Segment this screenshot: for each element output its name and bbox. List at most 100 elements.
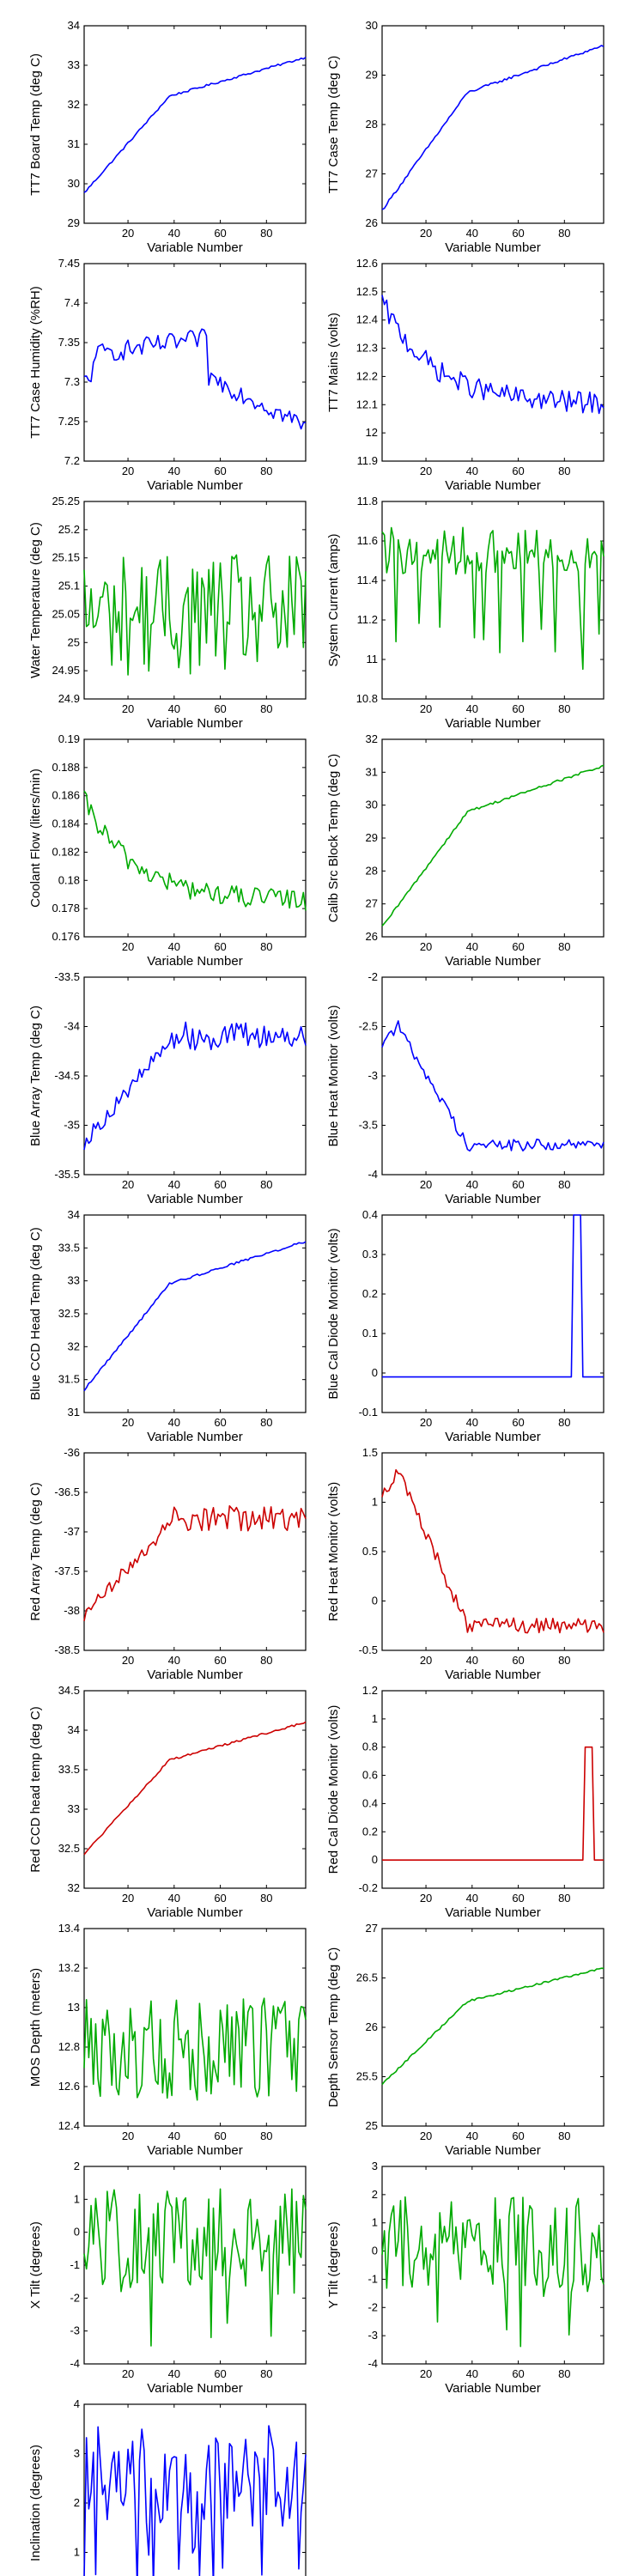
y-tick-label: 29 [366,831,378,844]
y-tick-label: 31.5 [58,1373,80,1386]
y-tick-label: 0 [74,2226,80,2239]
x-tick-label: 80 [260,1654,272,1667]
x-tick-label: 40 [168,940,180,953]
y-tick-label: 1 [372,2216,378,2229]
series-line [83,554,307,676]
y-tick-label: 1.5 [362,1446,378,1459]
chart-12: -0.1 0 0.1 0.2 0.3 0.4 20 40 60 80 Variable Number… [326,1208,605,1444]
y-tick-label: 0.3 [362,1248,378,1261]
y-tick-label: 24.9 [58,692,80,705]
x-tick-label: 20 [122,702,134,715]
y-axis-label: Red Cal Diode Monitor (volts) [326,1705,341,1874]
x-tick-label: 20 [122,2367,134,2380]
y-tick-label: 7.2 [64,454,80,467]
y-tick-label: 7.45 [58,257,80,270]
plot-frame [381,738,605,938]
series-line [381,764,605,927]
y-axis-label: Inclination (degrees) [28,2445,43,2561]
y-tick-label: 1.2 [362,1684,378,1697]
x-tick-label: 60 [512,940,524,953]
y-tick-label: 32 [68,1340,80,1352]
y-axis-label: Water Temperature (deg C) [28,522,43,678]
chart-15: 32 32.5 33 33.5 34 34.5 20 40 60 80 Variable Numbe… [28,1684,307,1920]
series-line [381,1020,605,1152]
x-tick-label: 40 [168,1892,180,1905]
chart-7: 0.176 0.178 0.18 0.182 0.184 0.186 0.188 0.19 20… [28,732,307,969]
plot-frame [83,1214,307,1413]
x-tick-label: 80 [558,2129,570,2142]
y-tick-label: 32.5 [58,1307,80,1320]
chart-10: -4 -3.5 -3 -2.5 -2 20 40 60 80 Variable Number Blu… [326,970,605,1206]
y-tick-label: 31 [366,765,378,778]
y-axis-label: TT7 Case Temp (deg C) [326,56,341,194]
x-axis-label: Variable Number [445,2381,540,2396]
series-line [381,45,605,210]
y-tick-label: -38.5 [54,1643,80,1656]
y-tick-label: 31 [68,1406,80,1419]
x-tick-label: 40 [466,940,478,953]
x-axis-label: Variable Number [147,1668,242,1682]
y-tick-label: 11.6 [357,534,378,547]
x-axis-label: Variable Number [445,1668,540,1682]
y-tick-label: 0.2 [362,1825,378,1838]
x-tick-label: 20 [122,227,134,240]
x-tick-label: 80 [558,227,570,240]
x-tick-label: 40 [168,1654,180,1667]
y-tick-label: 0.182 [52,845,80,858]
y-tick-label: 33 [68,1802,80,1815]
y-tick-label: -4 [70,2357,80,2370]
chart-9: -35.5 -35 -34.5 -34 -33.5 20 40 60 80 Variable Nu… [28,970,307,1206]
series-line [83,1241,307,1392]
x-tick-label: 80 [260,227,272,240]
plot-frame [83,976,307,1176]
y-tick-label: 0 [372,1595,378,1607]
y-tick-label: 25 [366,2119,378,2132]
x-tick-label: 60 [214,702,226,715]
x-tick-label: 80 [558,1654,570,1667]
y-tick-label: 0.2 [362,1287,378,1300]
chart-16: -0.2 0 0.2 0.4 0.6 0.8 1 1.2 20 40 60 80 Variable Nu… [326,1684,605,1920]
y-tick-label: 26.5 [356,1971,378,1984]
y-tick-label: 1 [74,2192,80,2205]
y-tick-label: 0.184 [52,817,80,830]
y-tick-label: 1 [74,2546,80,2559]
y-tick-label: 0 [372,1366,378,1379]
y-tick-label: 24.95 [52,664,80,677]
y-tick-label: 2 [74,2496,80,2509]
plot-frame [381,1452,605,1651]
chart-2: 26 27 28 29 30 20 40 60 80 Variable Number TT7 Cas… [326,19,605,255]
x-tick-label: 20 [122,465,134,477]
y-tick-label: 0 [372,2245,378,2257]
y-tick-label: 34 [68,1723,80,1736]
x-tick-label: 80 [260,702,272,715]
y-axis-label: Red CCD head temp (deg C) [28,1706,43,1872]
y-tick-label: 25.05 [52,607,80,620]
plot-frame [83,25,307,224]
x-axis-label: Variable Number [445,240,540,255]
x-tick-label: 80 [260,940,272,953]
y-tick-label: -35 [64,1119,80,1132]
x-tick-label: 40 [168,702,180,715]
y-tick-label: 0.5 [362,1545,378,1558]
y-axis-label: TT7 Mains (volts) [326,313,341,412]
y-axis-label: Red Array Temp (deg C) [28,1482,43,1620]
y-tick-label: 26 [366,930,378,943]
y-tick-label: 28 [366,118,378,131]
y-tick-label: -3.5 [359,1119,378,1132]
y-tick-label: 0.8 [362,1741,378,1753]
x-tick-label: 60 [512,2129,524,2142]
x-tick-label: 20 [122,1178,134,1191]
series-line [381,526,605,671]
chart-8: 26 27 28 29 30 31 32 20 40 60 80 Variable Number Cal… [326,732,605,969]
x-tick-label: 60 [512,1178,524,1191]
x-axis-label: Variable Number [445,1905,540,1920]
y-tick-label: 34.5 [58,1684,80,1697]
y-tick-label: 10.8 [356,692,378,705]
y-tick-label: 33.5 [58,1241,80,1254]
y-tick-label: 12.5 [356,285,378,298]
chart-6: 10.8 11 11.2 11.4 11.6 11.8 20 40 60 80 Variable N… [326,495,605,731]
y-tick-label: -38 [64,1604,80,1617]
x-tick-label: 40 [466,1416,478,1429]
y-tick-label: -37 [64,1525,80,1538]
